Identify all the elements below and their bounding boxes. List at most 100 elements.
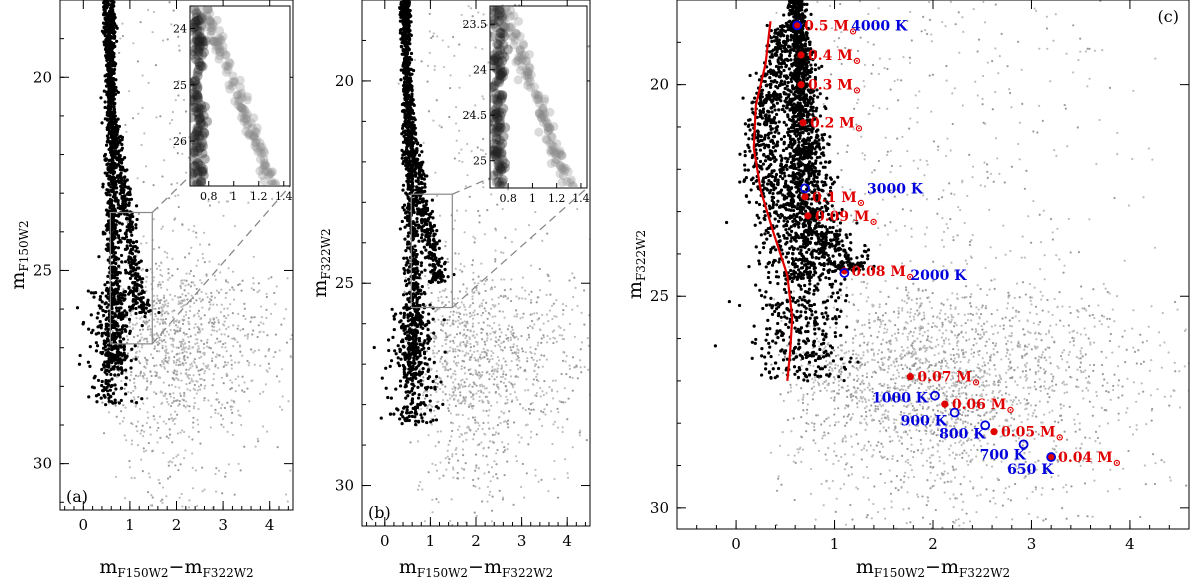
field-star — [148, 325, 151, 328]
field-star — [215, 303, 219, 306]
density-blob — [192, 157, 203, 168]
field-star — [233, 361, 237, 364]
field-star — [191, 297, 195, 300]
field-star — [172, 417, 175, 421]
field-star — [173, 355, 176, 359]
field-star — [197, 326, 200, 329]
field-star — [153, 333, 156, 336]
field-star — [136, 60, 140, 63]
field-star — [168, 276, 171, 279]
field-star — [142, 435, 145, 438]
field-star — [171, 461, 174, 464]
cluster-star — [116, 162, 121, 167]
field-star — [196, 259, 200, 262]
field-star — [428, 30, 431, 33]
field-star — [501, 441, 504, 444]
field-star — [518, 359, 521, 362]
field-star — [322, 412, 324, 414]
density-blob — [237, 103, 247, 113]
density-blob — [251, 138, 261, 148]
field-star — [537, 480, 540, 483]
field-star — [192, 360, 195, 363]
field-star — [159, 268, 162, 272]
field-star — [461, 160, 464, 164]
field-star — [561, 313, 565, 316]
field-star — [450, 375, 453, 378]
field-star — [464, 209, 468, 212]
field-star — [122, 404, 125, 407]
field-star — [158, 350, 161, 353]
field-star — [404, 276, 407, 279]
field-star — [140, 242, 143, 245]
field-star — [481, 328, 484, 331]
cluster-star — [104, 56, 109, 60]
field-star — [180, 342, 183, 345]
field-star — [469, 346, 473, 349]
field-star — [214, 411, 217, 414]
field-star — [487, 414, 490, 417]
field-star — [184, 310, 188, 314]
cluster-star — [119, 316, 123, 320]
field-star — [207, 308, 211, 311]
cluster-star — [118, 339, 122, 343]
field-star — [484, 280, 487, 283]
field-star — [445, 295, 448, 299]
field-star — [504, 236, 507, 239]
field-star — [178, 49, 181, 52]
field-star — [128, 325, 131, 328]
field-star — [520, 334, 523, 338]
field-star — [560, 372, 563, 376]
field-star — [495, 369, 498, 372]
field-star — [169, 512, 171, 514]
cluster-star — [113, 312, 117, 316]
density-blob — [190, 54, 201, 65]
field-star — [138, 340, 141, 343]
field-star — [231, 337, 234, 340]
field-star — [446, 399, 449, 402]
cluster-star — [110, 306, 114, 311]
field-star — [481, 95, 484, 98]
field-star — [195, 338, 198, 341]
field-star — [596, 225, 598, 227]
field-star — [193, 301, 196, 305]
field-star — [262, 330, 265, 334]
field-star — [259, 392, 262, 395]
field-star — [561, 401, 565, 404]
field-star — [437, 501, 440, 504]
field-star — [475, 466, 478, 469]
field-star — [209, 320, 212, 323]
field-star — [182, 319, 185, 322]
field-star — [145, 241, 148, 245]
field-star — [195, 299, 198, 302]
field-star — [243, 302, 246, 305]
field-star — [454, 267, 457, 270]
field-star — [178, 386, 181, 389]
field-star — [136, 341, 140, 344]
density-blob — [265, 169, 275, 179]
field-star — [486, 324, 489, 327]
field-star — [435, 378, 438, 381]
field-star — [152, 304, 156, 307]
field-star — [566, 418, 569, 421]
field-star — [143, 132, 146, 135]
field-star — [471, 322, 475, 325]
cluster-star — [147, 309, 151, 313]
field-star — [262, 322, 265, 325]
cluster-star — [113, 401, 117, 405]
field-star — [563, 401, 567, 404]
field-star — [256, 437, 259, 440]
field-star — [462, 454, 465, 457]
field-star — [488, 391, 491, 394]
field-star — [531, 401, 534, 405]
field-star — [462, 328, 466, 331]
field-star — [161, 486, 165, 489]
field-star — [452, 323, 455, 326]
field-star — [125, 371, 128, 374]
field-star — [492, 529, 494, 531]
density-blob — [198, 127, 209, 138]
field-star — [192, 407, 196, 410]
field-star — [173, 369, 176, 372]
field-star — [448, 318, 451, 321]
field-star — [421, 488, 424, 491]
field-star — [448, 439, 452, 442]
